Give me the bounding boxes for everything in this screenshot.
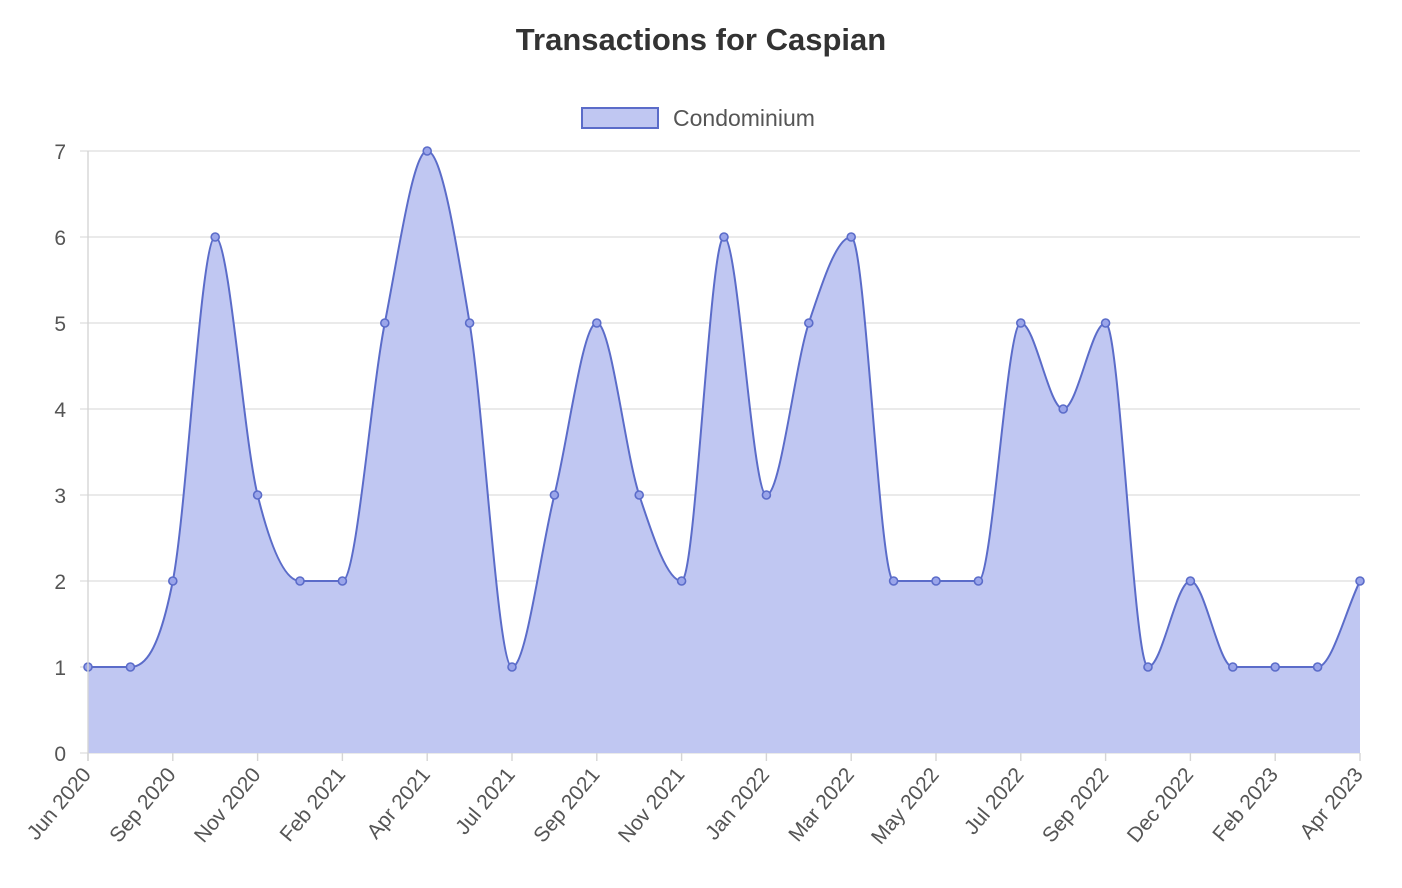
data-point[interactable] [1015, 318, 1026, 328]
data-point[interactable] [507, 662, 517, 672]
x-tick-label: Nov 2021 [614, 763, 689, 847]
x-tick-label: Jun 2020 [23, 763, 96, 844]
data-point[interactable] [676, 576, 687, 586]
x-axis: Jun 2020 Sep 2020 Nov 2020 Feb 2021 Apr 2021… [23, 753, 1368, 849]
data-point[interactable] [1143, 662, 1153, 672]
x-tick-label: Nov 2020 [190, 763, 265, 847]
x-tick-label: Mar 2022 [784, 763, 859, 846]
x-tick-label: Feb 2023 [1208, 763, 1283, 846]
data-point[interactable] [379, 318, 390, 328]
data-point[interactable] [634, 490, 645, 500]
series-area-fill [88, 151, 1360, 753]
series-points [83, 146, 1365, 672]
legend-label: Condominium [673, 104, 815, 131]
data-point[interactable] [252, 490, 263, 500]
y-tick-label: 2 [54, 571, 66, 594]
y-tick-label: 1 [54, 657, 66, 680]
y-axis: 0 1 2 3 4 5 6 7 [54, 141, 89, 766]
data-point[interactable] [295, 576, 305, 586]
y-tick-label: 0 [54, 743, 66, 766]
y-tick-label: 6 [54, 227, 66, 250]
x-tick-label: Apr 2023 [1295, 763, 1367, 843]
data-point[interactable] [1270, 662, 1280, 672]
x-tick-label: Dec 2022 [1123, 763, 1198, 847]
x-tick-label: May 2022 [867, 763, 944, 848]
data-point[interactable] [846, 232, 857, 242]
data-point[interactable] [125, 662, 136, 672]
x-tick-label: Jan 2022 [701, 763, 774, 844]
data-point[interactable] [422, 146, 433, 156]
data-point[interactable] [931, 576, 941, 586]
x-tick-label: Sep 2021 [529, 763, 604, 847]
chart-title: Transactions for Caspian [515, 22, 887, 57]
y-tick-label: 7 [54, 141, 66, 164]
y-tick-label: 5 [54, 313, 66, 336]
legend[interactable]: Condominium [581, 104, 815, 132]
data-point[interactable] [210, 232, 220, 242]
legend-swatch [581, 107, 659, 129]
data-point[interactable] [1058, 404, 1068, 414]
data-point[interactable] [1312, 662, 1323, 672]
x-tick-label: Feb 2021 [276, 763, 351, 846]
data-point[interactable] [549, 490, 560, 500]
x-tick-label: Sep 2020 [105, 763, 180, 847]
data-point[interactable] [761, 490, 772, 500]
x-tick-label: Jul 2021 [451, 763, 520, 839]
data-point[interactable] [888, 576, 899, 586]
x-tick-label: Sep 2022 [1038, 763, 1113, 847]
data-point[interactable] [1100, 318, 1111, 328]
data-point[interactable] [1355, 576, 1365, 586]
x-tick-label: Jul 2022 [960, 763, 1029, 839]
data-point[interactable] [168, 576, 178, 586]
data-point[interactable] [1185, 576, 1196, 586]
data-point[interactable] [591, 318, 602, 328]
y-tick-label: 3 [54, 485, 66, 508]
data-point[interactable] [719, 232, 729, 242]
y-tick-label: 4 [54, 399, 66, 422]
data-point[interactable] [1228, 662, 1238, 672]
data-point[interactable] [337, 576, 348, 586]
data-point[interactable] [973, 576, 984, 586]
data-point[interactable] [464, 318, 475, 328]
x-tick-label: Apr 2021 [363, 763, 435, 843]
data-point[interactable] [803, 318, 814, 328]
